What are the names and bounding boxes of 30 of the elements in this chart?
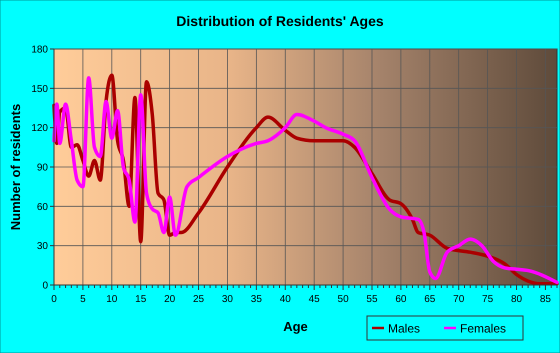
x-tick-label: 10 [106, 294, 118, 305]
x-tick-label: 85 [540, 294, 552, 305]
x-tick-label: 60 [395, 294, 407, 305]
x-tick-label: 45 [308, 294, 320, 305]
x-tick-label: 50 [338, 294, 350, 305]
x-tick-label: 15 [135, 294, 147, 305]
y-tick-label: 120 [31, 123, 48, 134]
y-tick-label: 60 [36, 202, 48, 213]
x-tick-label: 40 [280, 294, 292, 305]
y-axis-title: Number of residents [8, 104, 23, 230]
x-tick-label: 55 [366, 294, 378, 305]
chart-title: Distribution of Residents' Ages [176, 13, 384, 29]
x-tick-label: 35 [250, 294, 262, 305]
x-tick-label: 30 [222, 294, 234, 305]
x-tick-label: 0 [51, 294, 58, 305]
x-tick-label: 75 [482, 294, 494, 305]
y-tick-label: 30 [36, 241, 48, 252]
x-tick-label: 80 [510, 294, 523, 305]
y-tick-label: 150 [31, 84, 48, 95]
legend-label: Females [460, 322, 506, 336]
x-tick-label: 70 [453, 294, 465, 305]
x-axis-title: Age [283, 319, 308, 334]
x-tick-label: 20 [164, 294, 176, 305]
legend-label: Males [388, 322, 420, 336]
x-tick-label: 65 [424, 294, 436, 305]
x-tick-label: 5 [80, 294, 86, 305]
y-tick-label: 0 [42, 280, 48, 292]
y-tick-label: 90 [36, 162, 48, 174]
y-tick-label: 180 [31, 44, 48, 56]
x-tick-label: 25 [192, 294, 205, 305]
